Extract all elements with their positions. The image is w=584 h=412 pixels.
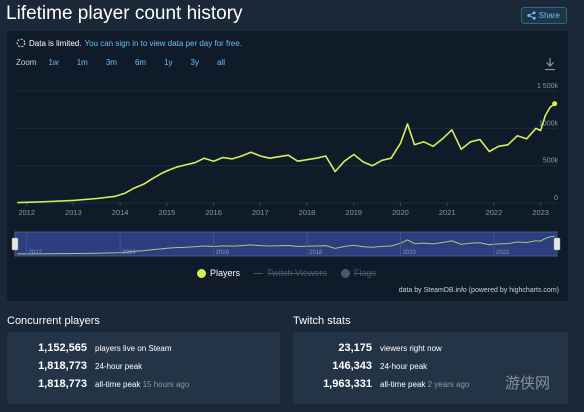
share-button[interactable]: Share [520, 7, 567, 24]
share-icon [527, 11, 536, 20]
navigator-tick-label: 2022 [496, 250, 510, 256]
header: Lifetime player count history Share [0, 0, 584, 30]
players-dot-icon [197, 268, 206, 278]
x-tick-label: 2018 [299, 208, 316, 217]
stat-label: players live on Steam [95, 344, 172, 353]
share-label: Share [538, 11, 560, 20]
x-tick-label: 2017 [252, 208, 269, 217]
navigator-tick-label: 2014 [122, 250, 136, 256]
navigator-right-handle [553, 237, 561, 251]
legend-twitch-viewers[interactable]: Twitch Viewers [254, 268, 327, 278]
y-tick-label: 0 [554, 195, 558, 202]
x-tick-label: 2015 [159, 208, 176, 217]
stat-value: 23,175 [338, 342, 372, 354]
legend-players[interactable]: Players [197, 268, 240, 278]
stat-row-live: 1,152,565 players live on Steam [7, 342, 280, 358]
download-icon[interactable] [544, 57, 556, 71]
x-tick-label: 2012 [18, 208, 35, 217]
page-title: Lifetime player count history [6, 3, 243, 24]
legend-flags-label: Flags [353, 268, 376, 278]
stat-label: 24-hour peak [95, 362, 143, 371]
watermark: 游侠网 [505, 375, 551, 392]
x-tick-label: 2013 [65, 208, 82, 217]
navigator-tick-label: 2012 [29, 250, 43, 256]
concurrent-players-title: Concurrent players [7, 315, 100, 327]
x-tick-label: 2022 [486, 208, 503, 217]
stat-row-all-time-peak: 1,818,773 all-time peak 15 hours ago [7, 378, 280, 394]
legend-flags[interactable]: Flags [340, 268, 376, 278]
legend-players-label: Players [210, 268, 241, 278]
navigator-tick-label: 2018 [309, 250, 323, 256]
stat-row-all-time-peak: 1,963,331 all-time peak 2 years ago [293, 378, 568, 394]
sign-in-link[interactable]: You can sign in to view data per day for… [84, 38, 243, 48]
stat-row-24h-peak: 146,343 24-hour peak [293, 360, 568, 376]
legend-twitch-label: Twitch Viewers [267, 268, 327, 278]
stat-row-24h-peak: 1,818,773 24-hour peak [7, 360, 280, 376]
y-tick-label: 500k [543, 158, 559, 165]
stat-value: 1,152,565 [38, 342, 87, 354]
stat-value: 1,818,773 [38, 360, 87, 372]
stat-value: 1,818,773 [38, 378, 87, 390]
twitch-stats-title: Twitch stats [293, 315, 351, 327]
twitch-line-icon [254, 272, 264, 274]
y-tick-label: 1 500k [537, 83, 559, 90]
navigator-window [14, 231, 558, 257]
navigator-tick-label: 2016 [216, 250, 230, 256]
chart-credit[interactable]: data by SteamDB.info (powered by highcha… [398, 287, 559, 294]
chart-legend: Players Twitch Viewers Flags [197, 268, 376, 278]
zoom-3y-button[interactable]: 3y [190, 58, 199, 67]
navigator-left-handle [11, 237, 19, 251]
stat-label: viewers right now [380, 344, 442, 353]
x-tick-label: 2019 [345, 208, 362, 217]
stat-label: 24-hour peak [380, 362, 428, 371]
x-tick-label: 2016 [205, 208, 222, 217]
x-tick-label: 2023 [532, 208, 549, 217]
stat-value: 1,963,331 [323, 378, 372, 390]
x-tick-label: 2021 [439, 208, 456, 217]
twitch-stats-panel: 23,175 viewers right now 146,343 24-hour… [293, 332, 568, 404]
zoom-label: Zoom [16, 58, 37, 67]
player-count-chart[interactable]: 0 500k 1000k 1 500k 2012 2013 2014 2015 2016 2017… [7, 31, 568, 263]
zoom-controls: Zoom 1w 1m 3m 6m 1y 3y all [16, 58, 243, 67]
navigator-series-line [17, 235, 555, 255]
data-limited-notice: Data is limited. You can sign in to view… [16, 38, 242, 48]
stat-value: 146,343 [332, 360, 372, 372]
navigator-tick-label: 2020 [402, 250, 416, 256]
zoom-1m-button[interactable]: 1m [76, 58, 88, 67]
x-tick-label: 2014 [112, 208, 129, 217]
x-tick-label: 2020 [392, 208, 409, 217]
players-last-point [552, 101, 558, 107]
stat-row-viewers: 23,175 viewers right now [293, 342, 568, 358]
players-series-line [17, 103, 556, 204]
spinner-icon [16, 38, 26, 48]
zoom-all-button[interactable]: all [216, 58, 225, 67]
y-tick-label: 1000k [539, 120, 559, 127]
zoom-6m-button[interactable]: 6m [134, 58, 147, 67]
zoom-3m-button[interactable]: 3m [105, 58, 117, 67]
zoom-1w-button[interactable]: 1w [48, 58, 59, 67]
concurrent-players-panel: 1,152,565 players live on Steam 1,818,77… [7, 332, 280, 404]
notice-text: Data is limited. [29, 38, 82, 48]
flags-dot-icon [340, 268, 350, 278]
stat-label: all-time peak 2 years ago [380, 380, 470, 389]
chart-panel: Data is limited. You can sign in to view… [7, 31, 568, 301]
stat-label: all-time peak 15 hours ago [95, 380, 190, 389]
zoom-1y-button[interactable]: 1y [164, 58, 173, 67]
